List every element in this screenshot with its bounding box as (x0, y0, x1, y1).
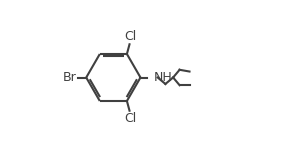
Text: Cl: Cl (124, 30, 136, 43)
Text: Br: Br (63, 71, 77, 84)
Text: NH: NH (153, 71, 172, 84)
Text: Cl: Cl (124, 112, 136, 125)
